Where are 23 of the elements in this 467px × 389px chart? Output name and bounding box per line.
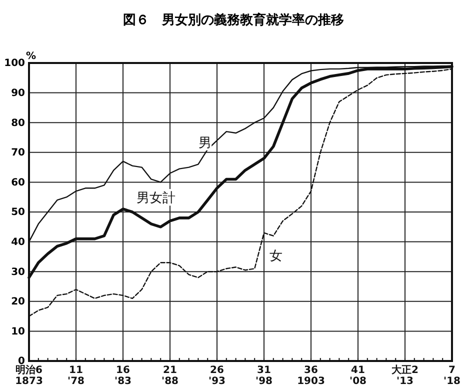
y-axis-title: %	[26, 51, 36, 62]
x-tick-label: 大正2 '13	[390, 364, 419, 387]
x-tick-label: 41 '08	[350, 365, 367, 387]
y-tick-label: 30	[11, 266, 26, 278]
y-tick-label: 10	[11, 326, 26, 338]
x-tick-label: 16 '83	[114, 365, 132, 387]
y-tick-label: 20	[11, 296, 26, 308]
y-tick-label: 70	[11, 148, 26, 159]
y-tick-label: 90	[11, 88, 26, 99]
y-tick-label: 100	[4, 58, 26, 70]
x-tick-label: 21 '88	[162, 365, 179, 387]
x-tick-label: 7 '18	[444, 365, 461, 387]
x-tick-label: 36 1903	[297, 365, 325, 387]
y-tick-label: 80	[11, 118, 26, 129]
y-tick-label: 50	[11, 207, 26, 218]
series-label: 男	[198, 136, 212, 152]
x-tick-label: 11 '78	[68, 365, 85, 387]
x-tick-label: 31 '98	[256, 365, 273, 387]
x-tick-label: 26 '93	[208, 365, 226, 387]
series-label: 女	[270, 249, 283, 264]
y-tick-label: 60	[11, 177, 26, 188]
y-tick-label: 40	[11, 237, 26, 248]
chart-title: 図６ 男女別の義務教育就学率の推移	[123, 12, 344, 28]
